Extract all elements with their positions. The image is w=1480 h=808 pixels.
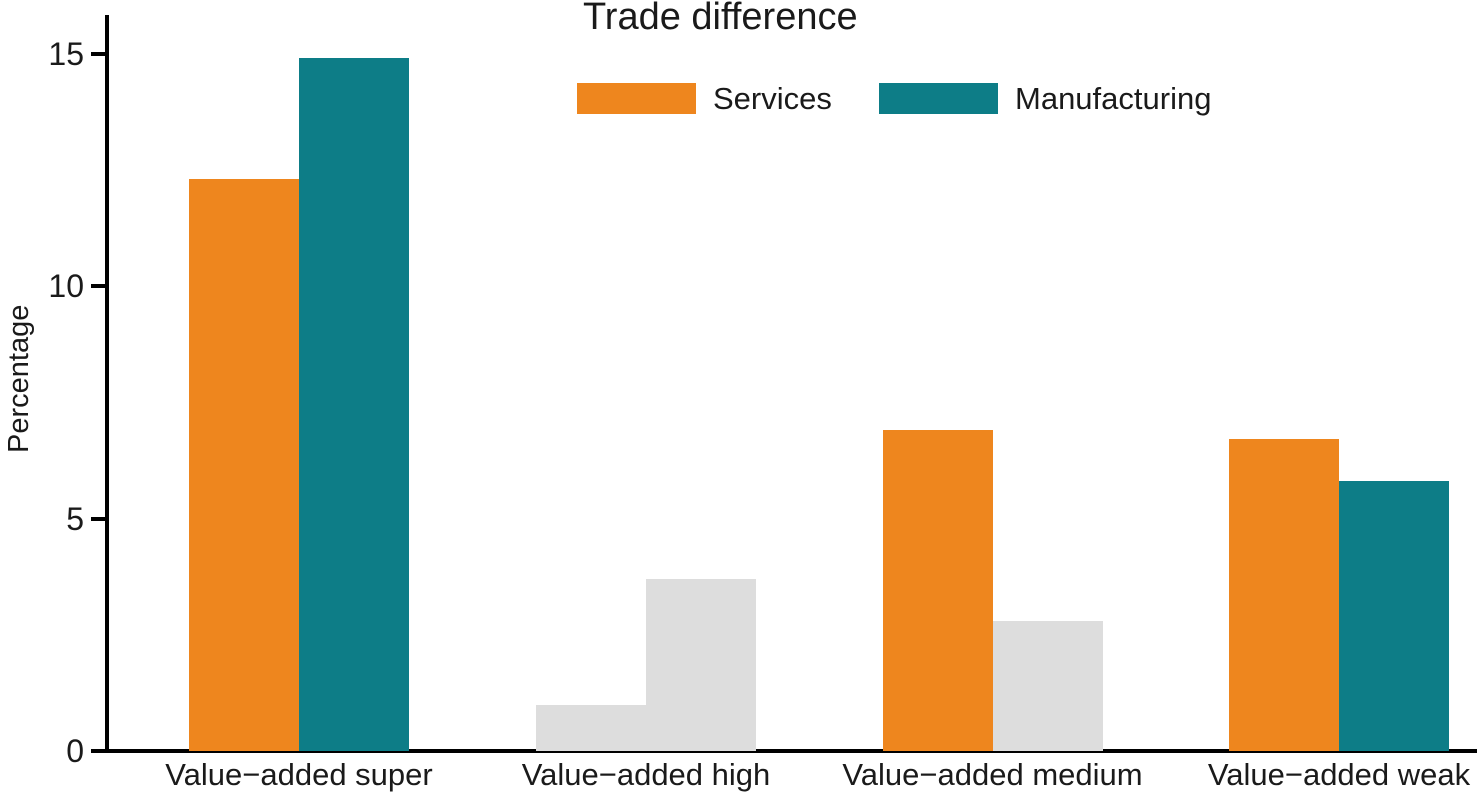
y-tick-label: 5 [66,500,84,537]
x-axis-line [103,749,1477,753]
chart-title: Trade difference [583,0,858,38]
y-tick-label: 15 [48,35,84,72]
x-axis-category-label: Value−added high [521,757,771,792]
bar-manufacturing-2 [646,578,756,751]
bar-services-1 [189,179,299,751]
legend-swatch-services [577,83,696,114]
y-tick-mark [91,516,105,521]
y-tick-label: 0 [66,733,84,769]
bar-services-2 [536,704,646,751]
bar-manufacturing-3 [992,620,1103,751]
legend-item-services: Services [577,82,832,115]
bar-services-4 [1229,439,1339,751]
x-axis-category-label: Value−added medium [842,757,1143,792]
legend-label-manufacturing: Manufacturing [1015,81,1212,116]
bar-services-3 [882,430,993,751]
y-axis-title: Percentage [3,304,35,454]
y-tick-mark [91,51,105,56]
y-axis-line [105,15,109,753]
x-axis-category-label: Value−added super [165,757,433,792]
legend-swatch-manufacturing [879,83,998,114]
y-tick-label: 10 [48,268,84,304]
legend-item-manufacturing: Manufacturing [879,82,1211,115]
legend-label-services: Services [713,81,832,116]
bar-manufacturing-1 [299,58,409,751]
x-axis-category-label: Value−added weak [1207,757,1471,792]
y-tick-mark [91,284,105,288]
y-tick-mark [91,749,105,753]
bar-manufacturing-4 [1339,481,1449,751]
